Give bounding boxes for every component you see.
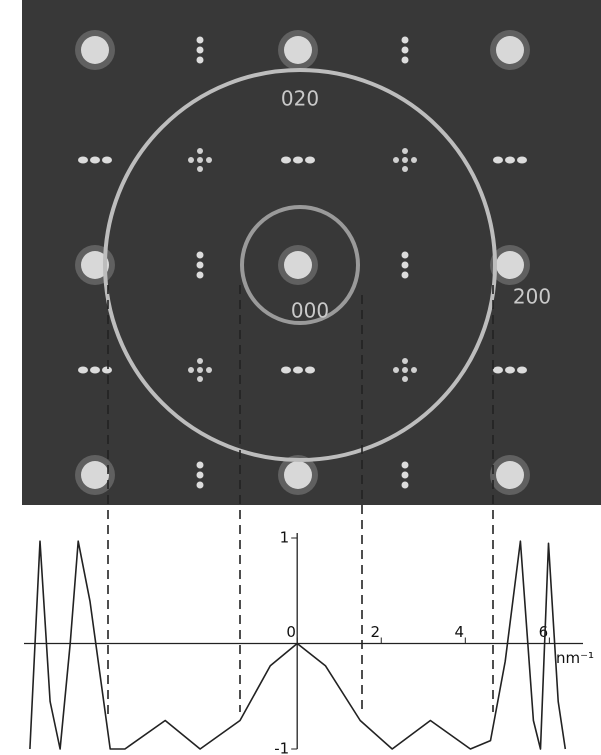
spot <box>197 47 204 54</box>
spot-halo <box>278 30 318 70</box>
spot <box>197 166 203 172</box>
spot <box>402 148 408 154</box>
spot <box>90 157 100 164</box>
spot <box>188 367 194 373</box>
spot <box>78 367 88 374</box>
spot <box>197 482 204 489</box>
spot <box>281 367 291 374</box>
spot <box>402 462 409 469</box>
spot <box>493 367 503 374</box>
spot-halo <box>490 30 530 70</box>
spot <box>402 57 409 64</box>
spot <box>197 262 204 269</box>
spot <box>206 367 212 373</box>
spot <box>78 157 88 164</box>
spot <box>293 367 303 374</box>
y-tick-label: -1 <box>274 740 289 755</box>
reflection-label: 200 <box>513 285 551 309</box>
spot <box>402 37 409 44</box>
diffraction-pattern: 020 000 200 <box>22 0 601 505</box>
spot <box>305 157 315 164</box>
spot-halo <box>75 245 115 285</box>
x-tick-label: 0 <box>286 623 296 641</box>
reflection-label: 020 <box>281 87 319 111</box>
spot <box>197 157 203 163</box>
spot <box>281 157 291 164</box>
spot <box>402 482 409 489</box>
spot <box>402 367 408 373</box>
spot <box>402 358 408 364</box>
spot <box>393 157 399 163</box>
spot <box>517 157 527 164</box>
plot: 1 -1 0 2 4 6 nm⁻¹ <box>24 529 597 755</box>
spot-halo <box>75 30 115 70</box>
spot-halo <box>278 245 318 285</box>
spot <box>402 166 408 172</box>
y-tick-label: 1 <box>280 529 290 547</box>
spot <box>505 157 515 164</box>
spot <box>102 367 112 374</box>
figure: 020 000 200 1 -1 0 2 4 6 nm⁻¹ <box>0 0 601 755</box>
spot <box>493 157 503 164</box>
spot <box>402 376 408 382</box>
spot <box>402 47 409 54</box>
spot <box>505 367 515 374</box>
spot <box>411 157 417 163</box>
spot <box>197 272 204 279</box>
spot <box>197 358 203 364</box>
spot <box>188 157 194 163</box>
spot <box>402 272 409 279</box>
spot <box>197 252 204 259</box>
reflection-label: 000 <box>291 299 329 323</box>
spot <box>393 367 399 373</box>
spot <box>206 157 212 163</box>
spot <box>90 367 100 374</box>
spot <box>102 157 112 164</box>
spot-halo <box>75 455 115 495</box>
spot <box>197 57 204 64</box>
spot <box>305 367 315 374</box>
spot <box>402 262 409 269</box>
spot <box>402 157 408 163</box>
spot <box>411 367 417 373</box>
spot <box>197 376 203 382</box>
spot <box>402 252 409 259</box>
spot <box>517 367 527 374</box>
x-tick-label: 6 <box>539 623 549 641</box>
spot <box>197 462 204 469</box>
spot <box>293 157 303 164</box>
x-axis-label: nm⁻¹ <box>556 649 594 667</box>
x-tick-label: 4 <box>455 623 465 641</box>
spot-halo <box>490 455 530 495</box>
spot <box>197 148 203 154</box>
x-tick-label: 2 <box>370 623 380 641</box>
spot <box>197 367 203 373</box>
spot <box>197 472 204 479</box>
spot <box>197 37 204 44</box>
spot <box>402 472 409 479</box>
